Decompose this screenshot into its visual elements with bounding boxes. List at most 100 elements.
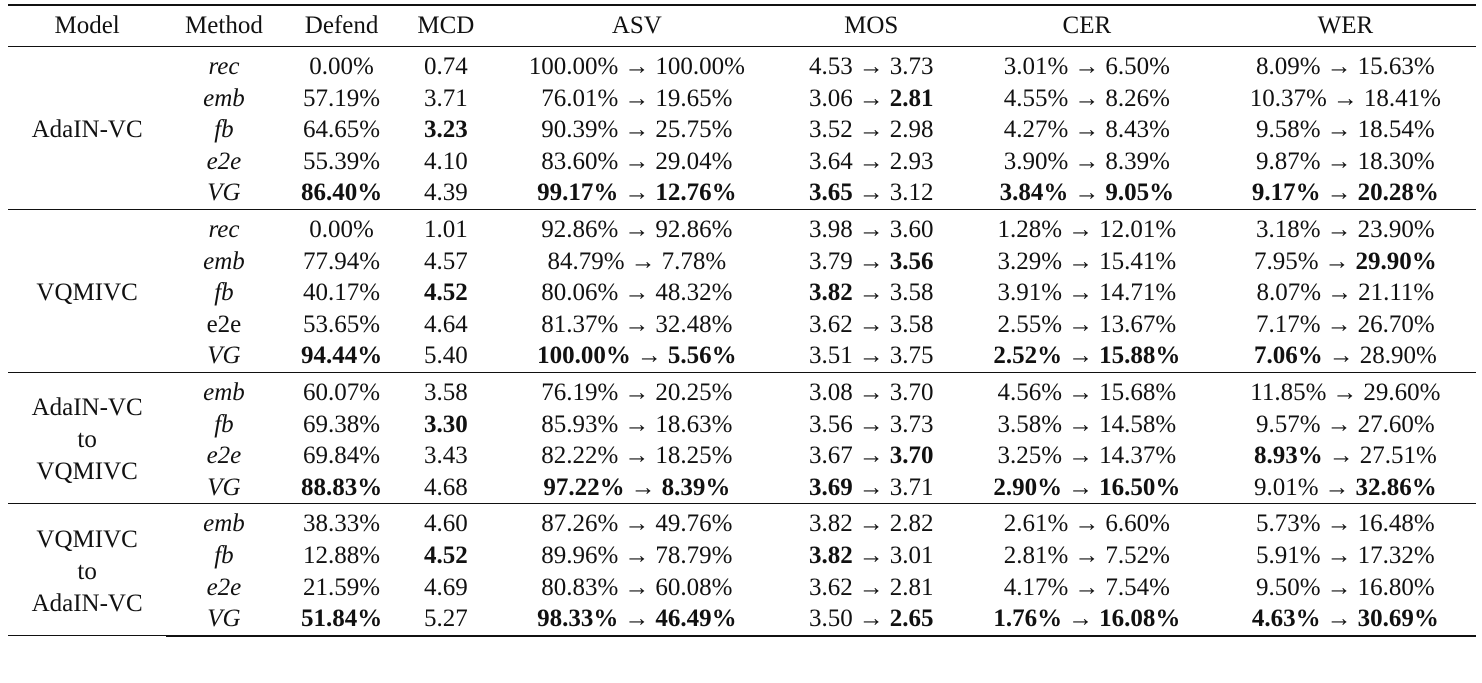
method-cell: rec (208, 215, 240, 243)
table-row: fb 64.65% 3.23 90.39% → 25.75% 3.52 → 2.98 4.27% →… (8, 114, 1476, 146)
wer-cell: 9.50% → 16.80% (1215, 572, 1476, 604)
1.0.asv.0-value: 92.86% (541, 215, 619, 243)
0.4.asv.1-value: 12.76% (655, 179, 737, 207)
method-cell: fb (214, 116, 234, 144)
asv-cell: 99.17% → 12.76% (490, 177, 784, 210)
3.2.cer.0-value: 4.17% (1003, 573, 1069, 601)
2.2.asv.1-value: 18.25% (655, 442, 733, 470)
mcd-cell: 4.60 (402, 504, 491, 540)
0.2.mos.1-value: 2.98 (889, 116, 934, 144)
0.3.wer.0-value: 9.87% (1256, 147, 1321, 175)
arrow-icon: → (1068, 473, 1094, 501)
arrow-icon: → (858, 215, 884, 243)
table-row: e2e 21.59% 4.69 80.83% → 60.08% 3.62 → 2.81 4.17%… (8, 572, 1476, 604)
wer-cell: 11.85% → 29.60% (1215, 372, 1476, 408)
mos-cell: 3.51 → 3.75 (783, 340, 959, 373)
arrow-icon: → (1068, 442, 1094, 470)
asv-cell: 76.19% → 20.25% (490, 372, 783, 408)
asv-cell: 87.26% → 49.76% (490, 504, 783, 540)
cer-cell: 3.90% → 8.39% (959, 146, 1215, 178)
2.2.defend-value: 69.84% (303, 442, 381, 470)
3.2.cer.1-value: 7.54% (1105, 573, 1170, 601)
asv-cell: 92.86% → 92.86% (490, 209, 783, 245)
1.3.asv.1-value: 32.48% (655, 310, 733, 338)
arrow-icon: → (1074, 116, 1100, 144)
mos-cell: 3.82 → 3.01 (783, 540, 958, 572)
2.1.wer.1-value: 27.60% (1357, 410, 1435, 438)
arrow-icon: → (1074, 179, 1100, 207)
0.3.defend-value: 55.39% (303, 147, 381, 175)
2.1.mos.1-value: 3.73 (889, 410, 934, 438)
model-label: AdaIN-VC (31, 394, 143, 422)
arrow-icon: → (624, 410, 650, 438)
1.2.asv.0-value: 80.06% (541, 279, 619, 307)
2.2.cer.0-value: 3.25% (997, 442, 1063, 470)
arrow-icon: → (630, 247, 656, 275)
3.3.mcd-value: 5.27 (423, 605, 468, 633)
3.2.mos.1-value: 2.81 (889, 573, 934, 601)
header-method: Method (166, 4, 282, 47)
arrow-icon: → (1326, 510, 1352, 538)
mos-cell: 3.82 → 2.82 (783, 504, 958, 540)
2.0.wer.0-value: 11.85% (1250, 378, 1327, 406)
method-cell: VG (166, 177, 282, 210)
mcd-cell: 4.64 (402, 309, 491, 341)
wer-cell: 9.01% → 32.86% (1214, 471, 1476, 505)
arrow-icon: → (1068, 247, 1094, 275)
1.0.wer.1-value: 23.90% (1357, 215, 1435, 243)
2.2.wer.1-value: 27.51% (1359, 442, 1437, 470)
0.1.cer.1-value: 8.26% (1105, 84, 1170, 112)
wer-cell: 10.37% → 18.41% (1215, 83, 1476, 115)
wer-cell: 8.93% → 27.51% (1215, 440, 1476, 472)
arrow-icon: → (624, 605, 650, 633)
arrow-icon: → (1074, 573, 1100, 601)
wer-cell: 9.58% → 18.54% (1215, 114, 1476, 146)
defend-cell: 86.40% (281, 177, 402, 210)
0.4.mos.1-value: 3.12 (889, 179, 934, 207)
arrow-icon: → (1324, 473, 1350, 501)
wer-cell: 7.95% → 29.90% (1215, 246, 1476, 278)
arrow-icon: → (624, 442, 650, 470)
1.1.mos.0-value: 3.79 (808, 247, 853, 275)
arrow-icon: → (1068, 410, 1094, 438)
arrow-icon: → (624, 53, 650, 80)
0.0.wer.1-value: 15.63% (1357, 53, 1435, 80)
mcd-cell: 3.43 (402, 440, 491, 472)
0.4.cer.0-value: 3.84% (999, 179, 1069, 207)
arrow-icon: → (858, 147, 884, 175)
header-defend: Defend (281, 4, 402, 47)
0.3.mos.1-value: 2.93 (889, 147, 934, 175)
1.1.cer.0-value: 3.29% (997, 247, 1063, 275)
arrow-icon: → (1326, 215, 1352, 243)
1.0.cer.1-value: 12.01% (1099, 215, 1177, 243)
table-row: VQMIVC rec 0.00% 1.01 92.86% → 92.86% 3.98 → 3.60… (8, 209, 1476, 373)
3.3.defend-value: 51.84% (300, 605, 383, 633)
1.4.wer.0-value: 7.06% (1253, 342, 1323, 370)
2.2.mcd-value: 3.43 (423, 442, 468, 470)
mos-cell: 3.98 → 3.60 (783, 209, 958, 245)
1.3.cer.0-value: 2.55% (997, 310, 1063, 338)
wer-cell: 9.57% → 27.60% (1215, 409, 1476, 441)
0.3.cer.1-value: 8.39% (1105, 147, 1170, 175)
table-body: AdaIN-VC rec 0.00% 0.74 100.00% → 100.00% 4.53 →… (8, 46, 1476, 637)
mos-cell: 3.52 → 2.98 (783, 114, 958, 146)
arrow-icon: → (1328, 342, 1354, 370)
mcd-cell: 3.23 (402, 114, 491, 146)
arrow-icon: → (1074, 53, 1100, 80)
1.1.mcd-value: 4.57 (423, 247, 468, 275)
3.2.wer.0-value: 9.50% (1256, 573, 1321, 601)
cer-cell: 2.61% → 6.60% (959, 504, 1215, 540)
mcd-cell: 4.68 (401, 471, 491, 505)
0.2.asv.0-value: 90.39% (541, 116, 619, 144)
mos-cell: 3.50 → 2.65 (783, 603, 959, 637)
2.3.mos.1-value: 3.71 (889, 473, 934, 501)
3.1.asv.0-value: 89.96% (541, 541, 619, 569)
mos-cell: 3.06 → 2.81 (783, 83, 958, 115)
cer-cell: 4.17% → 7.54% (959, 572, 1215, 604)
cer-cell: 3.25% → 14.37% (959, 440, 1215, 472)
model-label: AdaIN-VC (31, 589, 143, 617)
3.2.wer.1-value: 16.80% (1357, 573, 1435, 601)
arrow-icon: → (624, 116, 650, 144)
arrow-icon: → (1068, 342, 1094, 370)
arrow-icon: → (1327, 279, 1353, 307)
